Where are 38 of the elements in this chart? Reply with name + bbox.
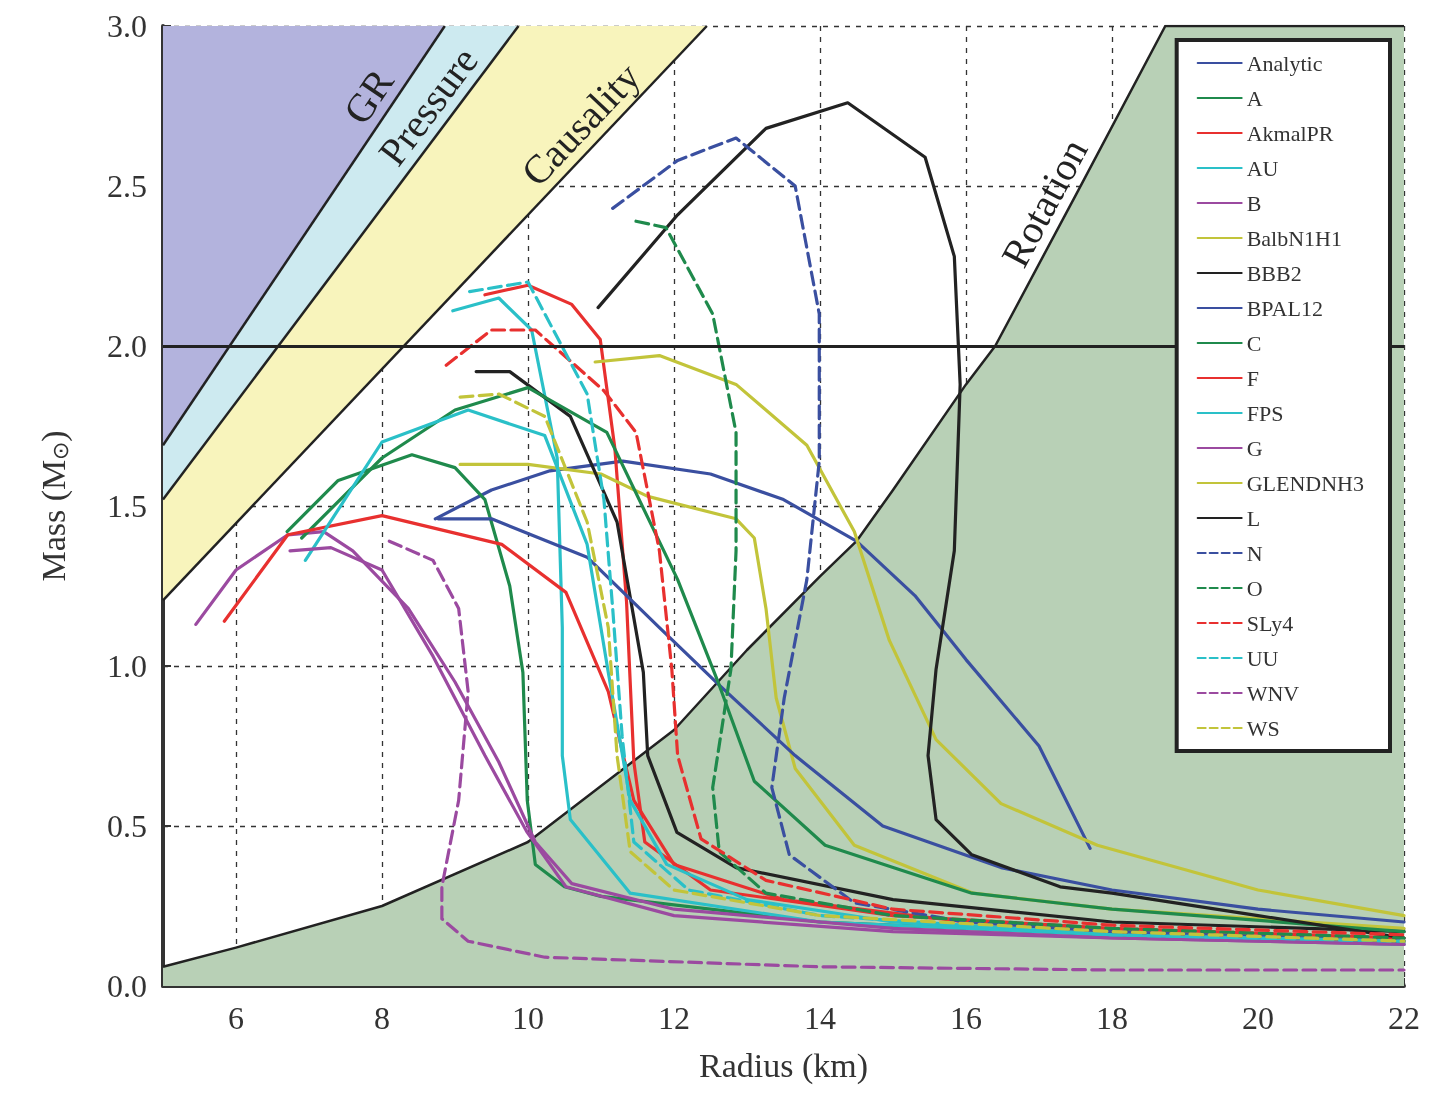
legend-label: C bbox=[1246, 330, 1262, 356]
legend-label: N bbox=[1246, 540, 1263, 566]
x-tick-label: 16 bbox=[950, 1000, 982, 1036]
legend-label: WS bbox=[1246, 715, 1280, 741]
y-tick-label: 2.5 bbox=[107, 168, 147, 204]
legend-label: F bbox=[1246, 365, 1259, 391]
legend-label: WNV bbox=[1246, 680, 1300, 706]
x-tick-label: 6 bbox=[228, 1000, 244, 1036]
y-tick-label: 1.5 bbox=[107, 488, 147, 524]
y-tick-label: 0.5 bbox=[107, 808, 147, 844]
legend-label: AkmalPR bbox=[1246, 120, 1334, 146]
y-axis-title: Mass (M⊙) bbox=[34, 430, 73, 582]
legend-label: L bbox=[1246, 505, 1261, 531]
legend-label: Analytic bbox=[1246, 50, 1323, 76]
x-tick-label: 12 bbox=[658, 1000, 690, 1036]
x-tick-label: 8 bbox=[374, 1000, 390, 1036]
legend-label: B bbox=[1246, 190, 1262, 216]
legend-label: BBB2 bbox=[1246, 260, 1302, 286]
x-tick-label: 18 bbox=[1096, 1000, 1128, 1036]
legend-label: G bbox=[1246, 435, 1263, 461]
legend-label: BPAL12 bbox=[1246, 295, 1323, 321]
legend-label: AU bbox=[1246, 155, 1279, 181]
legend-label: GLENDNH3 bbox=[1246, 470, 1365, 496]
legend-label: FPS bbox=[1246, 400, 1284, 426]
x-tick-label: 20 bbox=[1242, 1000, 1274, 1036]
x-axis-title: Radius (km) bbox=[698, 1046, 869, 1085]
legend-label: BalbN1H1 bbox=[1246, 225, 1343, 251]
x-tick-label: 14 bbox=[804, 1000, 836, 1036]
y-tick-label: 2.0 bbox=[107, 328, 147, 364]
legend-label: O bbox=[1246, 575, 1263, 601]
x-tick-label: 10 bbox=[512, 1000, 544, 1036]
legend-label: UU bbox=[1246, 645, 1279, 671]
y-tick-label: 3.0 bbox=[107, 8, 147, 44]
x-tick-label: 22 bbox=[1388, 1000, 1420, 1036]
y-tick-label: 0.0 bbox=[107, 968, 147, 1004]
y-tick-label: 1.0 bbox=[107, 648, 147, 684]
legend-label: SLy4 bbox=[1246, 610, 1294, 636]
legend-label: A bbox=[1246, 85, 1263, 111]
